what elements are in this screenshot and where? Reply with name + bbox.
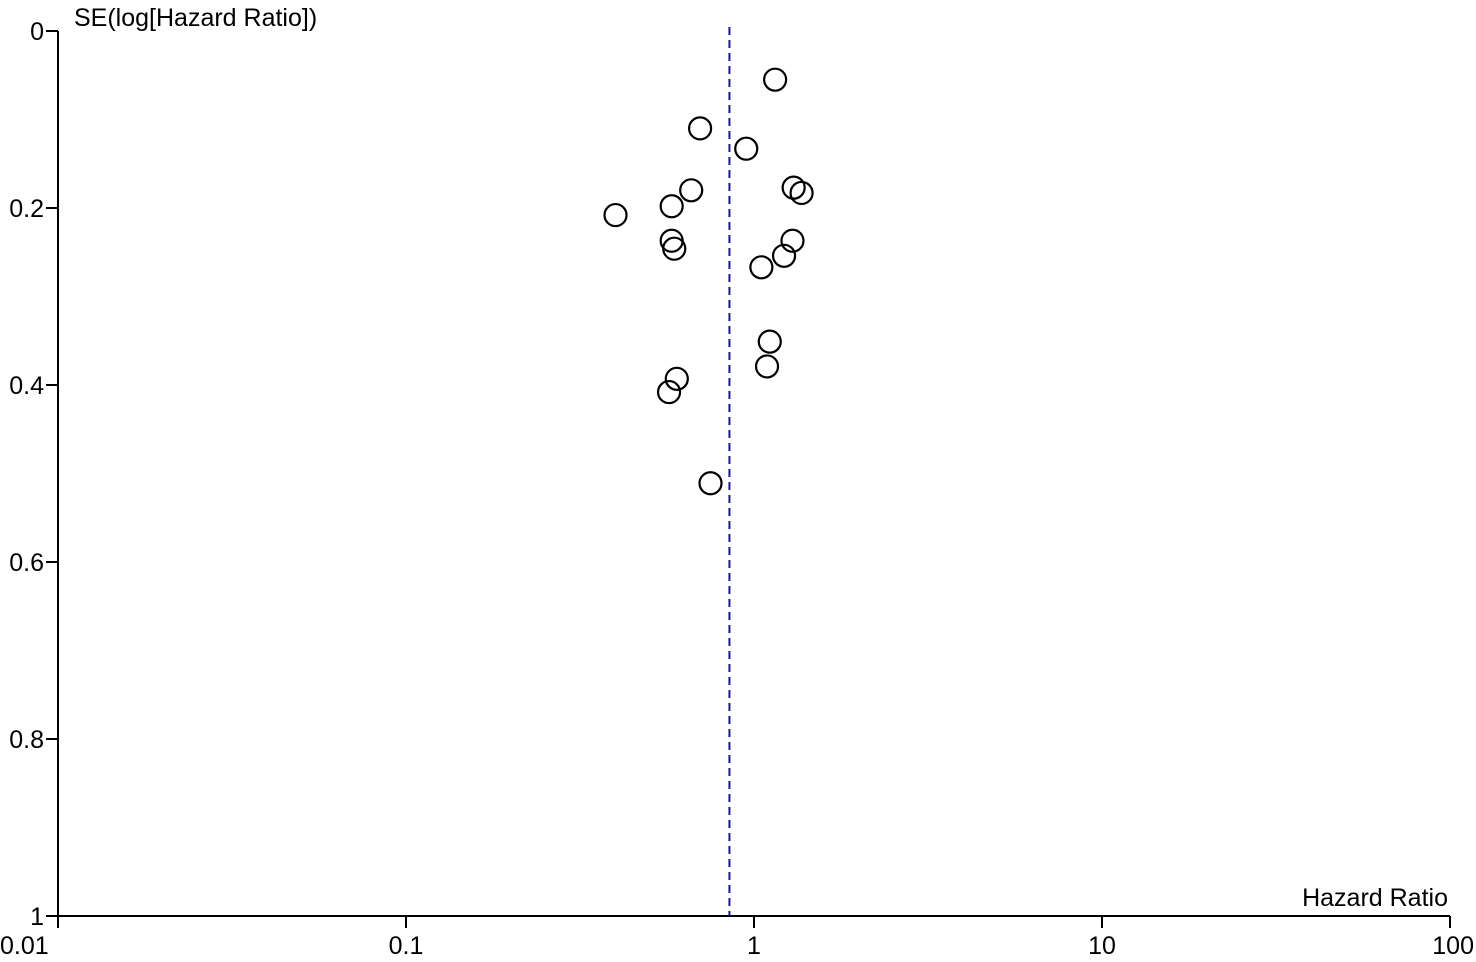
x-tick-label: 0.1 <box>389 932 424 960</box>
y-tick-label: 0.8 <box>9 726 44 754</box>
study-point <box>664 366 689 391</box>
study-point <box>734 136 759 161</box>
study-point <box>659 194 684 219</box>
study-point <box>749 255 774 280</box>
study-point <box>687 116 713 141</box>
x-tick-label: 100 <box>1432 932 1474 960</box>
y-tick-label: 1 <box>30 903 44 931</box>
y-tick-label: 0.6 <box>9 549 44 577</box>
x-axis-title: Hazard Ratio <box>1302 884 1448 912</box>
study-point <box>754 354 780 379</box>
study-point <box>662 236 687 261</box>
x-tick-label: 0.01 <box>0 932 49 960</box>
y-axis-ticks: 0 0.2 0.4 0.6 0.8 1 <box>9 18 58 931</box>
study-point <box>656 379 682 405</box>
x-tick-label: 1 <box>747 932 761 960</box>
study-point <box>789 180 814 206</box>
study-point <box>698 471 723 496</box>
study-point <box>781 175 806 200</box>
y-tick-label: 0 <box>30 18 44 46</box>
x-axis-ticks: 0.01 0.1 1 10 100 <box>0 916 1474 960</box>
study-point <box>679 178 704 203</box>
y-axis-title: SE(log[Hazard Ratio]) <box>74 4 317 32</box>
x-tick-label: 10 <box>1088 932 1116 960</box>
study-point <box>603 202 628 228</box>
study-point <box>780 228 805 253</box>
study-point <box>757 329 782 354</box>
y-tick-label: 0.2 <box>9 195 44 223</box>
axes <box>57 31 1450 917</box>
study-point <box>771 243 797 268</box>
y-tick-label: 0.4 <box>9 372 44 400</box>
study-point <box>763 67 788 92</box>
study-points <box>603 67 814 496</box>
